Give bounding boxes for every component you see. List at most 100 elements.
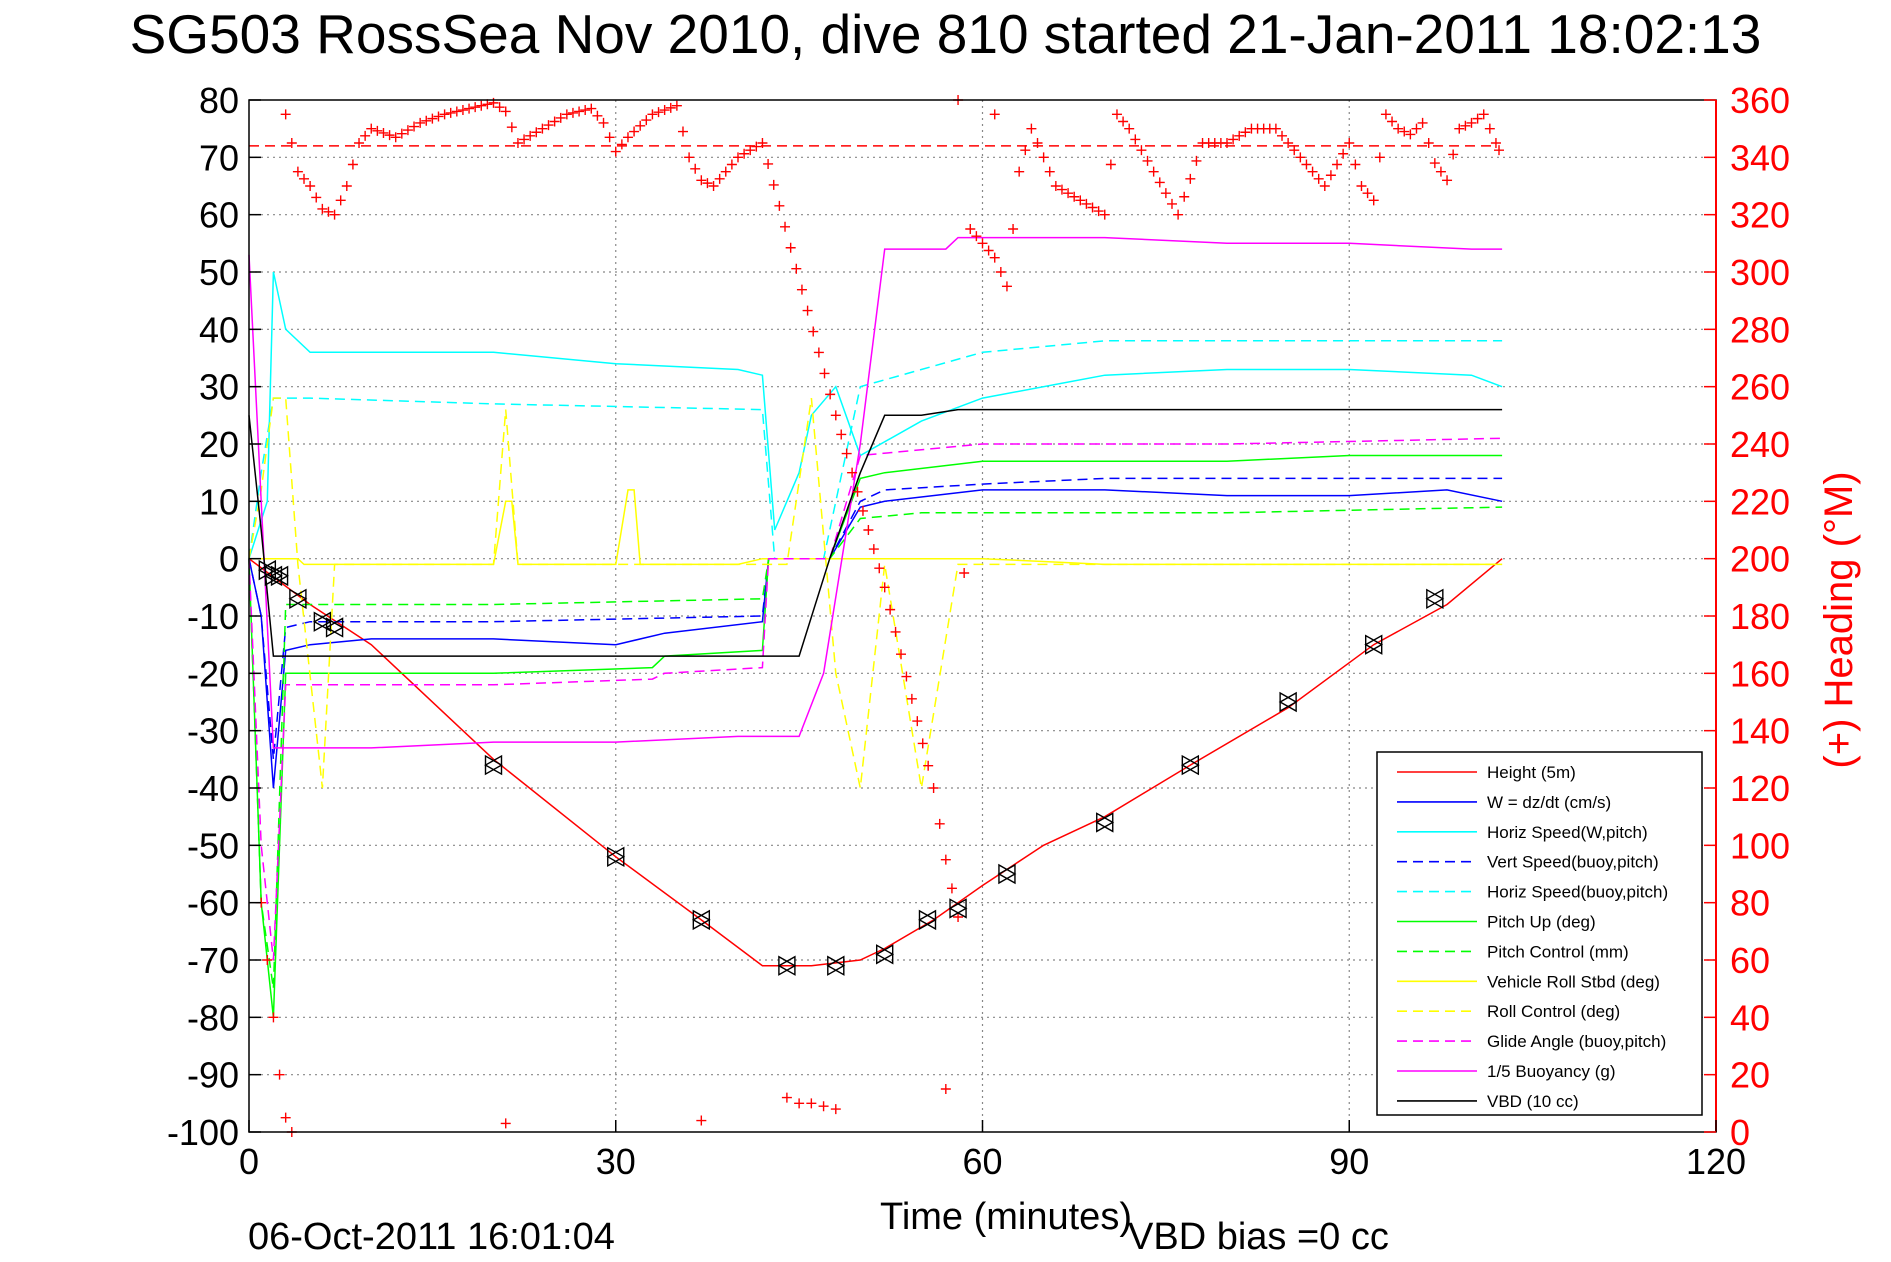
y-tick-label: -30 [187, 711, 239, 752]
heading-point [757, 138, 768, 148]
x-axis-label: Time (minutes) [880, 1196, 1132, 1238]
heading-point [763, 158, 774, 169]
heading-point [1105, 159, 1116, 170]
heading-point [813, 347, 824, 358]
heading-point [286, 138, 297, 148]
heading-point [451, 106, 462, 117]
legend-entry: 1/5 Buoyancy (g) [1487, 1062, 1616, 1081]
y-tick-label: 0 [219, 539, 239, 580]
y-tick-label: -70 [187, 940, 239, 981]
legend-entry: VBD (10 cc) [1487, 1092, 1579, 1111]
heading-point [1179, 191, 1190, 202]
heading-point [567, 107, 578, 118]
heading-point [690, 163, 701, 174]
heading-point [841, 448, 852, 459]
heading-point [1081, 198, 1092, 209]
y2-tick-label: 300 [1730, 252, 1790, 293]
heading-point [1026, 123, 1037, 134]
y2-tick-label: 240 [1730, 424, 1790, 465]
heading-point [896, 649, 906, 660]
heading-point [262, 955, 273, 965]
heading-point [796, 284, 807, 295]
marker-triangle [1364, 634, 1384, 655]
heading-point [1277, 130, 1288, 141]
series-line-8 [248, 397, 1503, 789]
heading-point [347, 159, 358, 170]
heading-point [852, 486, 863, 497]
heading-point [1063, 188, 1074, 199]
y2-tick-label: 100 [1730, 825, 1790, 866]
y2-tick-label: 280 [1730, 309, 1790, 350]
heading-point [830, 410, 841, 421]
marker-triangle [1095, 812, 1115, 833]
series-line-4 [248, 340, 1503, 560]
legend-entry: Roll Control (deg) [1487, 1002, 1620, 1021]
heading-point [396, 128, 407, 139]
heading-point [1387, 116, 1398, 127]
heading-point [1350, 159, 1361, 170]
heading-point [494, 102, 505, 113]
heading-point [641, 115, 652, 126]
heading-point [836, 429, 847, 440]
axes-layer: 0 30 60 90 12080706050403020100-10-20-30-40-… [167, 80, 1790, 1182]
heading-point [1442, 175, 1453, 186]
heading-point [1270, 123, 1281, 134]
heading-point [574, 106, 585, 117]
heading-point [702, 178, 713, 189]
legend-entry: Glide Angle (buoy,pitch) [1487, 1032, 1666, 1051]
marker-triangle [484, 754, 503, 776]
heading-point [885, 604, 896, 615]
heading-point [610, 146, 621, 157]
heading-point [464, 103, 475, 114]
heading-point [794, 1098, 805, 1109]
heading-point [917, 738, 928, 749]
heading-point [549, 116, 560, 127]
heading-layer [249, 95, 1505, 1137]
legend-entry: Horiz Speed(W,pitch) [1487, 823, 1648, 842]
heading-point [341, 181, 352, 191]
heading-point [311, 192, 322, 203]
heading-point [959, 568, 970, 578]
y2-tick-label: 180 [1730, 596, 1790, 637]
heading-point [1008, 224, 1019, 234]
x-tick-label: 30 [596, 1141, 636, 1182]
heading-point [506, 122, 517, 133]
heading-point [1087, 202, 1098, 213]
heading-point [802, 305, 813, 316]
heading-point [427, 113, 438, 124]
legend-entry: Vert Speed(buoy,pitch) [1487, 853, 1659, 872]
heading-point [1075, 195, 1086, 206]
y2-tick-label: 200 [1730, 539, 1790, 580]
y-tick-label: 20 [199, 424, 239, 465]
heading-point [433, 111, 444, 122]
heading-point [1325, 170, 1336, 181]
heading-point [726, 159, 737, 170]
x-tick-label: 90 [1329, 1141, 1369, 1182]
marker-layer [257, 559, 1445, 976]
heading-point [1240, 127, 1251, 138]
y-tick-label: -100 [167, 1112, 239, 1153]
marker-triangle [270, 565, 289, 587]
y2-tick-label: 220 [1730, 481, 1790, 522]
heading-point [819, 368, 830, 379]
heading-point [537, 123, 548, 134]
y2-tick-label: 360 [1730, 80, 1790, 121]
heading-point [1478, 109, 1489, 120]
heading-point [280, 1112, 291, 1123]
heading-point [808, 326, 819, 337]
series-line-2 [248, 271, 1503, 559]
heading-point [1411, 123, 1422, 134]
heading-point [482, 99, 493, 110]
heading-point [1313, 173, 1324, 184]
heading-point [830, 1104, 841, 1115]
heading-point [299, 173, 310, 184]
heading-point [1393, 123, 1404, 134]
heading-point [378, 127, 389, 138]
heading-point [598, 117, 609, 128]
footer-vbd-bias: VBD bias =0 cc [1128, 1216, 1389, 1258]
heading-point [317, 203, 328, 214]
heading-point [1001, 281, 1012, 292]
y2-tick-label: 140 [1730, 711, 1790, 752]
heading-point [1050, 181, 1061, 191]
marker-triangle [325, 617, 345, 638]
